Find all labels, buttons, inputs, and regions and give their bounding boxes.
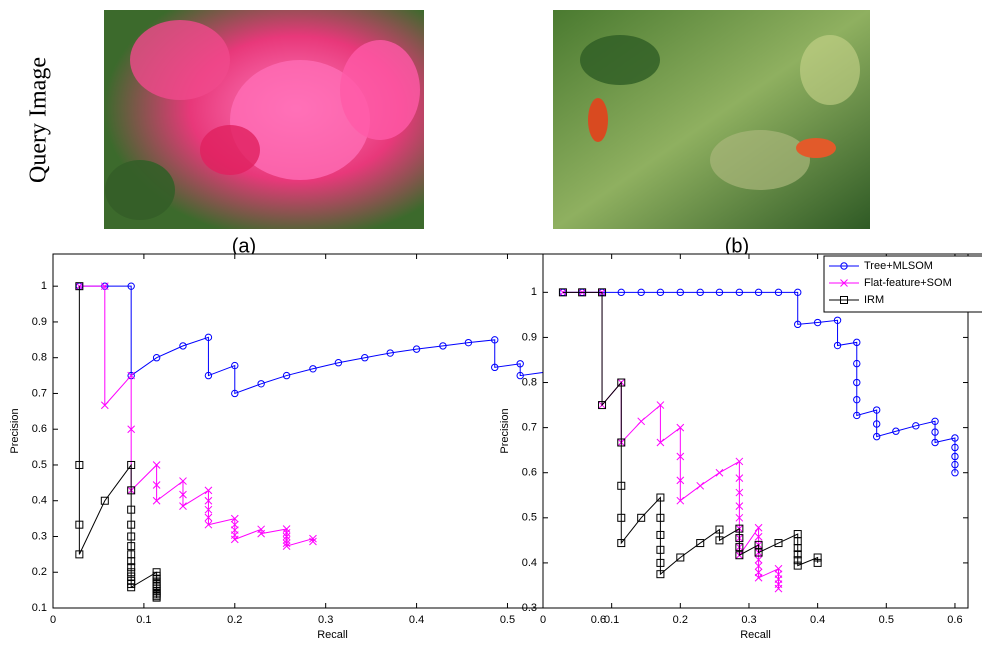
legend-label: Tree+MLSOM — [864, 260, 933, 272]
y-tick-label: 1 — [41, 280, 47, 292]
y-tick-label: 0.5 — [522, 512, 537, 524]
y-tick-label: 0.6 — [32, 423, 47, 435]
legend-label: Flat-feature+SOM — [864, 277, 952, 289]
x-tick-label: 0.2 — [227, 614, 242, 626]
x-tick-label: 0 — [540, 614, 546, 626]
y-tick-label: 0.3 — [522, 602, 537, 614]
y-tick-label: 0.9 — [522, 331, 537, 343]
y-tick-label: 0.7 — [32, 387, 47, 399]
x-tick-label: 0.1 — [136, 614, 151, 626]
x-tick-label: 0.4 — [810, 614, 825, 626]
legend-label: IRM — [864, 294, 884, 306]
y-tick-label: 0.9 — [32, 316, 47, 328]
x-tick-label: 0.4 — [409, 614, 424, 626]
x-tick-label: 0.6 — [947, 614, 962, 626]
x-tick-label: 0.2 — [673, 614, 688, 626]
x-tick-label: 0 — [50, 614, 56, 626]
query-image-b — [553, 10, 870, 229]
query-image-a — [104, 10, 424, 229]
y-tick-label: 0.2 — [32, 566, 47, 578]
y-axis-label: Precision — [499, 408, 511, 453]
figure: Query Image (a) (b) 00.10.20.30.40.50.60… — [0, 0, 982, 645]
y-tick-label: 0.3 — [32, 530, 47, 542]
x-tick-label: 0.5 — [879, 614, 894, 626]
x-tick-label: 0.3 — [318, 614, 333, 626]
y-tick-label: 0.1 — [32, 602, 47, 614]
y-tick-label: 0.6 — [522, 467, 537, 479]
y-tick-label: 1 — [531, 286, 537, 298]
x-axis-label: Recall — [740, 629, 771, 641]
x-tick-label: 0.5 — [500, 614, 515, 626]
y-tick-label: 0.7 — [522, 422, 537, 434]
y-tick-label: 0.4 — [522, 557, 537, 569]
x-tick-label: 0.1 — [604, 614, 619, 626]
y-tick-label: 0.4 — [32, 495, 47, 507]
y-tick-label: 0.8 — [32, 352, 47, 364]
x-tick-label: 0.3 — [741, 614, 756, 626]
x-axis-label: Recall — [317, 629, 348, 641]
y-tick-label: 0.5 — [32, 459, 47, 471]
side-label: Query Image — [26, 57, 52, 183]
y-tick-label: 0.8 — [522, 376, 537, 388]
y-axis-label: Precision — [9, 408, 21, 453]
